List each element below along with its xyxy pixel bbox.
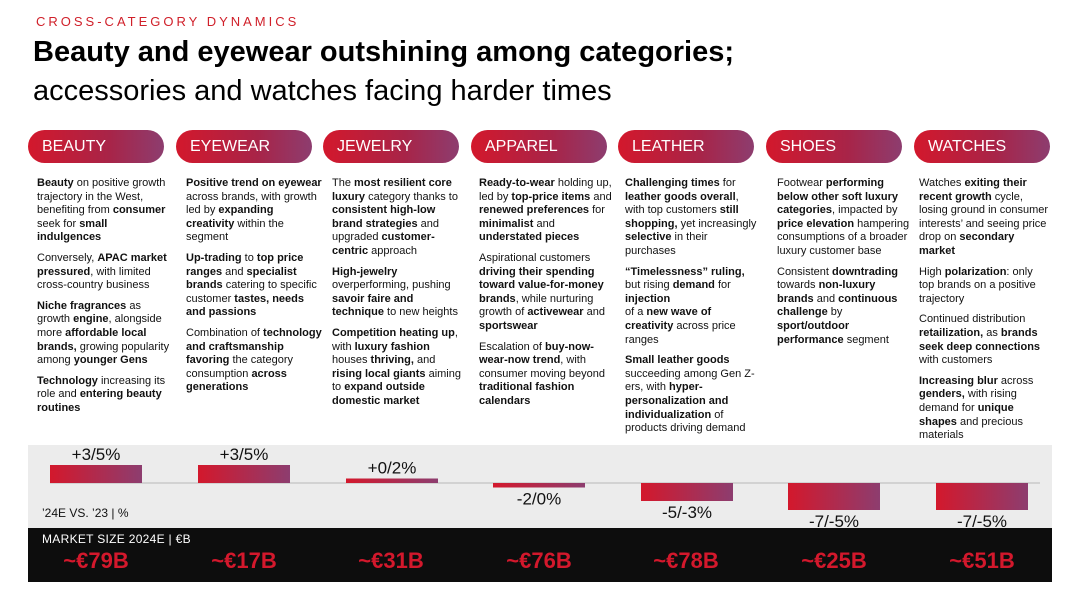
description-leather: Challenging times for leather goods over… [625, 177, 761, 443]
description-paragraph: Increasing blur across genders, with ris… [919, 374, 1034, 442]
description-paragraph: Beauty on positive growth trajectory in … [37, 177, 166, 244]
description-paragraph: Consistent downtrading towards non-luxur… [777, 265, 899, 346]
description-paragraph: Escalation of buy-now-wear-now trend, wi… [479, 340, 605, 407]
description-paragraph: “Timelessness” ruling, but rising demand… [625, 265, 745, 346]
description-paragraph: Ready-to-wear holding up, led by top-pri… [479, 177, 612, 244]
description-beauty: Beauty on positive growth trajectory in … [37, 177, 173, 423]
description-eyewear: Positive trend on eyewear across brands,… [186, 177, 322, 402]
description-shoes: Footwear performing below other soft lux… [777, 177, 913, 354]
description-paragraph: Footwear performing below other soft lux… [777, 177, 910, 257]
description-paragraph: Aspirational customers driving their spe… [479, 251, 605, 332]
category-pill-shoes: SHOES [766, 130, 902, 163]
market-size-leather: ~€78B [653, 548, 719, 573]
page-title: Beauty and eyewear outshining among cate… [33, 36, 734, 68]
page-subtitle: accessories and watches facing harder ti… [33, 75, 612, 107]
growth-bar-watches [936, 483, 1028, 510]
description-apparel: Ready-to-wear holding up, led by top-pri… [479, 177, 615, 416]
growth-label-leather: -5/-3% [662, 503, 712, 522]
description-paragraph: The most resilient core luxury category … [332, 177, 458, 257]
market-size-band [28, 528, 1052, 582]
market-size-label: MARKET SIZE 2024E | €B [42, 532, 191, 546]
growth-bar-chart: +3/5% +3/5% +0/2% -2/0% -5/-3% -7/-5% -7/-5% [50, 445, 1040, 528]
description-paragraph: Combination of technology and craftsmans… [186, 326, 322, 394]
chart-axis-label: ’24E VS. ’23 | % [42, 506, 129, 520]
market-size-eyewear: ~€17B [211, 548, 277, 573]
description-paragraph: Conversely, APAC market pressured, with … [37, 251, 167, 292]
growth-label-watches: -7/-5% [957, 512, 1007, 528]
description-watches: Watches exiting their recent growth cycl… [919, 177, 1051, 450]
category-pill-beauty: BEAUTY [28, 130, 164, 163]
section-eyebrow: CROSS-CATEGORY DYNAMICS [36, 14, 300, 29]
description-paragraph: High-jewelry overperforming, pushing sav… [332, 265, 458, 319]
growth-label-eyewear: +3/5% [220, 445, 269, 464]
market-size-shoes: ~€25B [801, 548, 867, 573]
description-paragraph: Up-trading to top price ranges and speci… [186, 251, 317, 319]
growth-label-apparel: -2/0% [517, 490, 561, 509]
description-paragraph: Positive trend on eyewear across brands,… [186, 177, 322, 244]
market-size-apparel: ~€76B [506, 548, 572, 573]
growth-bar-eyewear [198, 465, 290, 483]
growth-label-shoes: -7/-5% [809, 512, 859, 528]
category-pill-leather: LEATHER [618, 130, 754, 163]
description-paragraph: Continued distribution retailization, as… [919, 313, 1041, 367]
growth-bar-shoes [788, 483, 880, 510]
description-paragraph: High polarization: only top brands on a … [919, 265, 1036, 305]
market-size-jewelry: ~€31B [358, 548, 424, 573]
description-paragraph: Challenging times for leather goods over… [625, 177, 757, 257]
category-pill-watches: WATCHES [914, 130, 1050, 163]
growth-bar-leather [641, 483, 733, 501]
description-paragraph: Competition heating up, with luxury fash… [332, 326, 461, 407]
description-jewelry: The most resilient core luxury category … [332, 177, 468, 416]
market-size-watches: ~€51B [949, 548, 1015, 573]
description-paragraph: Small leather goods succeeding among Gen… [625, 354, 755, 435]
growth-label-beauty: +3/5% [72, 445, 121, 464]
market-size-beauty: ~€79B [63, 548, 129, 573]
growth-label-jewelry: +0/2% [368, 459, 417, 478]
category-pill-apparel: APPAREL [471, 130, 607, 163]
category-pill-jewelry: JEWELRY [323, 130, 459, 163]
description-paragraph: Technology increasing its role and enter… [37, 374, 166, 414]
growth-bar-apparel [493, 483, 585, 488]
growth-bar-beauty [50, 465, 142, 483]
category-pill-eyewear: EYEWEAR [176, 130, 312, 163]
description-paragraph: Watches exiting their recent growth cycl… [919, 177, 1049, 257]
description-paragraph: Niche fragrances as growth engine, along… [37, 299, 170, 367]
growth-bar-jewelry [346, 478, 438, 483]
